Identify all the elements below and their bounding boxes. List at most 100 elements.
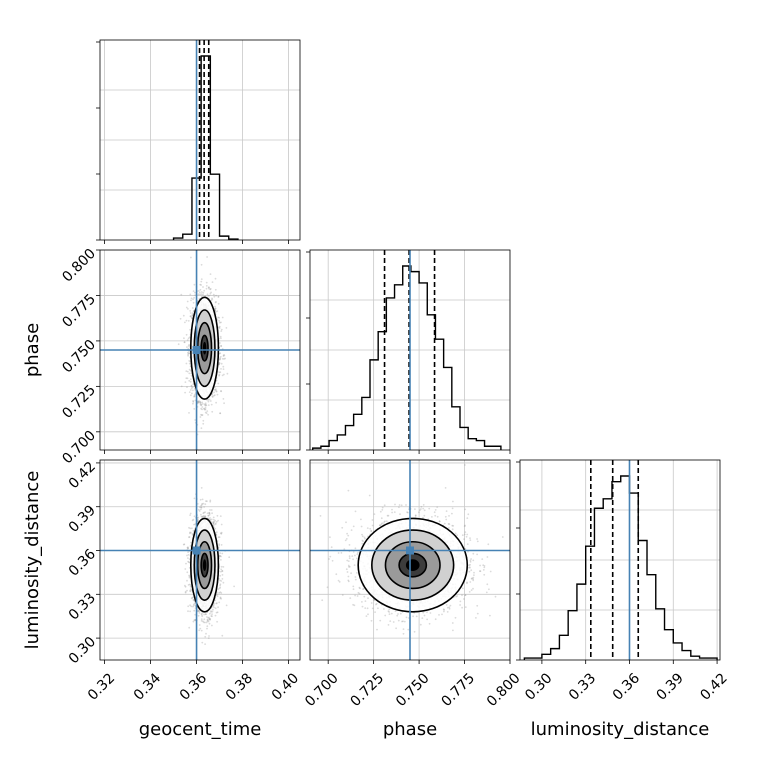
sample-point xyxy=(203,511,205,514)
sample-point xyxy=(215,520,218,523)
contour-line xyxy=(196,540,213,590)
sample-point xyxy=(192,400,195,402)
sample-point xyxy=(233,585,236,588)
sample-point xyxy=(209,619,211,621)
sample-point xyxy=(214,288,217,291)
sample-point xyxy=(420,505,423,508)
sample-point xyxy=(184,584,186,587)
sample-point xyxy=(214,307,217,310)
sample-point xyxy=(217,536,220,539)
sample-point xyxy=(210,509,213,511)
sample-point xyxy=(200,506,203,509)
sample-point xyxy=(218,362,221,365)
sample-point xyxy=(210,291,213,294)
sample-point xyxy=(188,536,191,538)
sample-point xyxy=(201,503,203,506)
sample-point xyxy=(206,410,209,412)
sample-point xyxy=(206,625,209,628)
sample-point xyxy=(212,604,215,607)
sample-point xyxy=(212,521,215,524)
sample-point xyxy=(218,371,221,374)
sample-point xyxy=(197,400,200,402)
density-fill xyxy=(202,341,207,355)
sample-point xyxy=(189,589,192,592)
sample-point xyxy=(216,514,219,517)
sample-point xyxy=(330,546,333,549)
sample-point xyxy=(204,635,207,638)
sample-point xyxy=(220,531,223,534)
sample-point xyxy=(213,295,216,298)
sample-point xyxy=(191,312,194,314)
sample-point xyxy=(217,606,220,609)
sample-point xyxy=(198,609,200,612)
sample-point xyxy=(202,621,205,624)
sample-point xyxy=(205,613,207,616)
sample-point xyxy=(210,615,213,617)
sample-point xyxy=(214,519,217,522)
sample-point xyxy=(214,301,217,304)
sample-point xyxy=(185,362,188,365)
sample-point xyxy=(207,413,210,416)
sample-point xyxy=(217,295,220,298)
sample-point xyxy=(192,596,194,599)
sample-point xyxy=(220,523,223,526)
sample-point xyxy=(188,372,191,375)
sample-point xyxy=(225,604,228,607)
sample-point xyxy=(204,503,207,506)
sample-point xyxy=(224,357,227,360)
sample-point xyxy=(223,354,226,356)
sample-point xyxy=(191,392,193,395)
sample-point xyxy=(200,407,203,410)
sample-point xyxy=(211,610,214,613)
sample-point xyxy=(207,399,210,401)
sample-point xyxy=(218,373,221,376)
sample-point xyxy=(206,500,208,503)
sample-point xyxy=(204,406,207,409)
sample-point xyxy=(186,589,188,592)
sample-point xyxy=(188,360,191,362)
sample-point xyxy=(213,523,215,526)
density-panel-geocent_time-phase xyxy=(100,250,300,450)
sample-point xyxy=(188,336,191,339)
sample-point xyxy=(198,612,201,614)
sample-point xyxy=(213,603,215,605)
sample-point xyxy=(203,506,206,508)
sample-point xyxy=(211,297,213,300)
sample-point xyxy=(209,618,212,620)
sample-point xyxy=(220,568,223,571)
sample-point xyxy=(190,256,192,259)
sample-point xyxy=(201,498,204,501)
sample-point xyxy=(184,568,187,570)
sample-point xyxy=(213,606,215,609)
sample-point xyxy=(218,316,221,319)
sample-point xyxy=(190,597,193,600)
sample-point xyxy=(192,290,195,292)
sample-point xyxy=(220,555,222,558)
sample-point xyxy=(199,402,202,405)
sample-point xyxy=(190,384,193,387)
sample-point xyxy=(189,369,192,372)
sample-point xyxy=(218,325,221,328)
sample-point xyxy=(202,403,204,405)
sample-point xyxy=(215,301,217,303)
sample-point xyxy=(200,515,203,518)
sample-point xyxy=(209,288,212,291)
sample-point xyxy=(188,561,190,564)
sample-point xyxy=(219,515,222,517)
sample-point xyxy=(218,326,220,329)
sample-point xyxy=(222,355,225,357)
sample-point xyxy=(215,294,218,297)
sample-point xyxy=(218,374,221,377)
sample-point xyxy=(200,293,203,296)
sample-point xyxy=(197,520,200,522)
sample-point xyxy=(223,373,225,376)
sample-point xyxy=(189,315,192,318)
sample-point xyxy=(187,353,190,356)
sample-point xyxy=(200,280,203,283)
sample-point xyxy=(214,522,217,525)
sample-point xyxy=(194,613,197,616)
hist-panel-geocent_time xyxy=(100,40,300,240)
sample-point xyxy=(222,368,225,370)
sample-point xyxy=(204,621,206,624)
sample-point xyxy=(219,335,222,338)
